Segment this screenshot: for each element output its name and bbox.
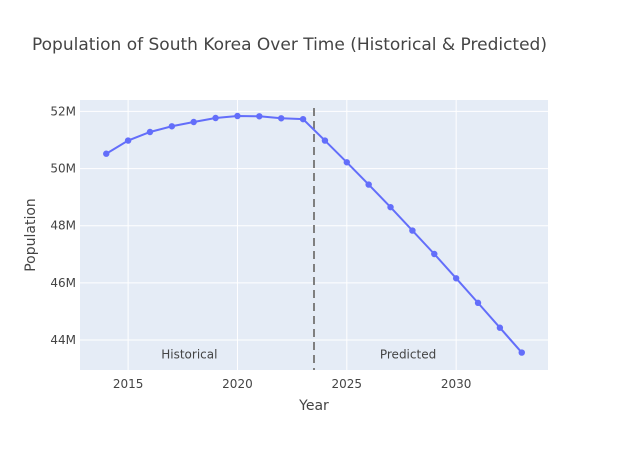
data-point <box>277 115 285 122</box>
data-point <box>124 137 132 144</box>
x-tick-label: 2020 <box>222 377 253 391</box>
plot-background <box>80 100 548 370</box>
y-tick-label: 52M <box>50 104 76 118</box>
y-tick-labels: 44M 46M 48M 50M 52M <box>50 104 76 347</box>
data-point <box>103 150 110 157</box>
y-tick-label: 46M <box>50 276 76 290</box>
data-point <box>518 349 525 356</box>
data-point <box>365 181 372 188</box>
y-tick-label: 44M <box>50 333 76 347</box>
data-point <box>299 115 307 123</box>
data-point <box>496 324 504 331</box>
annotation-label: Historical <box>161 347 217 361</box>
series-layer <box>103 112 525 356</box>
data-point <box>409 227 416 234</box>
x-tick-label: 2030 <box>441 377 472 391</box>
data-point <box>234 112 241 120</box>
data-point <box>474 299 482 307</box>
data-point <box>256 113 263 120</box>
annotation-label: Predicted <box>380 347 436 361</box>
x-axis-title: Year <box>298 398 329 414</box>
y-tick-label: 48M <box>50 219 76 233</box>
data-point <box>387 203 394 211</box>
y-tick-label: 50M <box>50 162 76 176</box>
data-point <box>343 159 351 166</box>
chart-title: Population of South Korea Over Time (His… <box>32 35 547 55</box>
x-tick-labels: 2015 2020 2025 2030 <box>113 377 472 391</box>
data-point <box>168 123 176 130</box>
series-line <box>105 114 523 354</box>
x-tick-label: 2025 <box>332 377 363 391</box>
data-point <box>431 250 438 258</box>
data-point <box>190 118 197 126</box>
annotations: Historical Predicted <box>161 347 436 361</box>
y-axis-title: Population <box>23 198 39 272</box>
data-point <box>452 275 460 282</box>
x-tick-label: 2015 <box>113 377 144 391</box>
data-point <box>146 128 154 136</box>
data-point <box>321 137 329 144</box>
data-point <box>212 114 219 122</box>
